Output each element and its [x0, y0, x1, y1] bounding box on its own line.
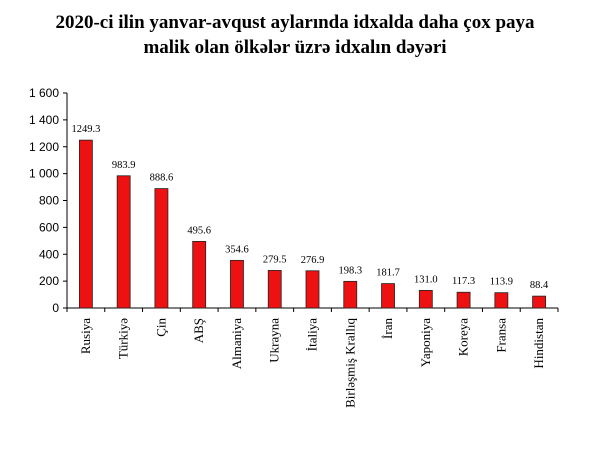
x-tick-label: İtaliya	[305, 318, 320, 351]
data-label: 983.9	[112, 160, 136, 171]
data-label: 117.3	[452, 276, 475, 287]
x-tick-label: Koreya	[456, 318, 471, 356]
data-label: 131.0	[414, 274, 438, 285]
bar	[381, 283, 395, 309]
y-tick-label: 200	[39, 274, 59, 288]
x-tick-label: İran	[380, 318, 395, 339]
bar	[418, 289, 433, 309]
data-label: 888.6	[150, 173, 174, 184]
bar	[343, 280, 358, 309]
data-label: 495.6	[187, 225, 211, 236]
chart-title-line-2: malik olan ölkələr üzrə idxalın dəyəri	[143, 37, 447, 58]
data-label: 181.7	[376, 268, 400, 279]
x-tick-label: Birləşmiş Krallıq	[342, 318, 357, 408]
bar	[305, 270, 320, 309]
bar	[456, 291, 471, 309]
data-label: 276.9	[301, 255, 325, 266]
data-label: 198.3	[338, 265, 362, 276]
y-tick-label: 600	[39, 220, 59, 234]
bar	[532, 295, 547, 309]
bar	[267, 270, 282, 309]
data-label: 279.5	[263, 254, 287, 265]
y-tick-label: 0	[52, 301, 59, 315]
bar	[154, 188, 169, 309]
data-label: 113.9	[490, 277, 513, 288]
y-axis: 0 200 400 600 800 1 000 1 200 1 400 1 600	[29, 86, 559, 315]
y-tick-label: 1 200	[29, 140, 59, 154]
bar	[192, 241, 207, 309]
x-tick-label: Fransa	[493, 318, 508, 353]
bar	[78, 139, 93, 309]
y-tick-label: 1 400	[29, 113, 59, 127]
x-axis-labels: Rusiya Türkiyə Çin ABŞ Almaniya Ukrayna İtaliy…	[78, 318, 546, 408]
y-tick-label: 800	[39, 194, 59, 208]
y-tick-label: 1 600	[29, 86, 59, 100]
bar	[230, 259, 244, 309]
x-tick-label: ABŞ	[191, 318, 206, 343]
data-label: 1249.3	[71, 124, 100, 135]
bar	[116, 175, 131, 309]
x-tick-label: Hindistan	[531, 318, 546, 369]
data-label: 354.6	[225, 244, 249, 255]
data-labels: 1249.3 983.9 888.6 495.6 354.6 279.5 276.9 198.…	[71, 124, 549, 291]
data-label: 88.4	[530, 280, 549, 291]
x-tick-label: Almaniya	[229, 318, 244, 369]
y-tick-label: 400	[39, 247, 59, 261]
chart-title-line-1: 2020-ci ilin yanvar-avqust aylarında idx…	[55, 12, 535, 33]
x-tick-label: Rusiya	[78, 318, 93, 354]
x-tick-label: Çin	[153, 318, 168, 337]
x-tick-label: Yaponiya	[418, 318, 433, 367]
bars	[78, 139, 547, 309]
bar	[494, 292, 509, 309]
y-tick-label: 1 000	[29, 167, 59, 181]
x-tick-label: Türkiyə	[116, 318, 131, 359]
chart-title: 2020-ci ilin yanvar-avqust aylarında idx…	[0, 10, 590, 60]
x-tick-label: Ukrayna	[267, 318, 282, 363]
